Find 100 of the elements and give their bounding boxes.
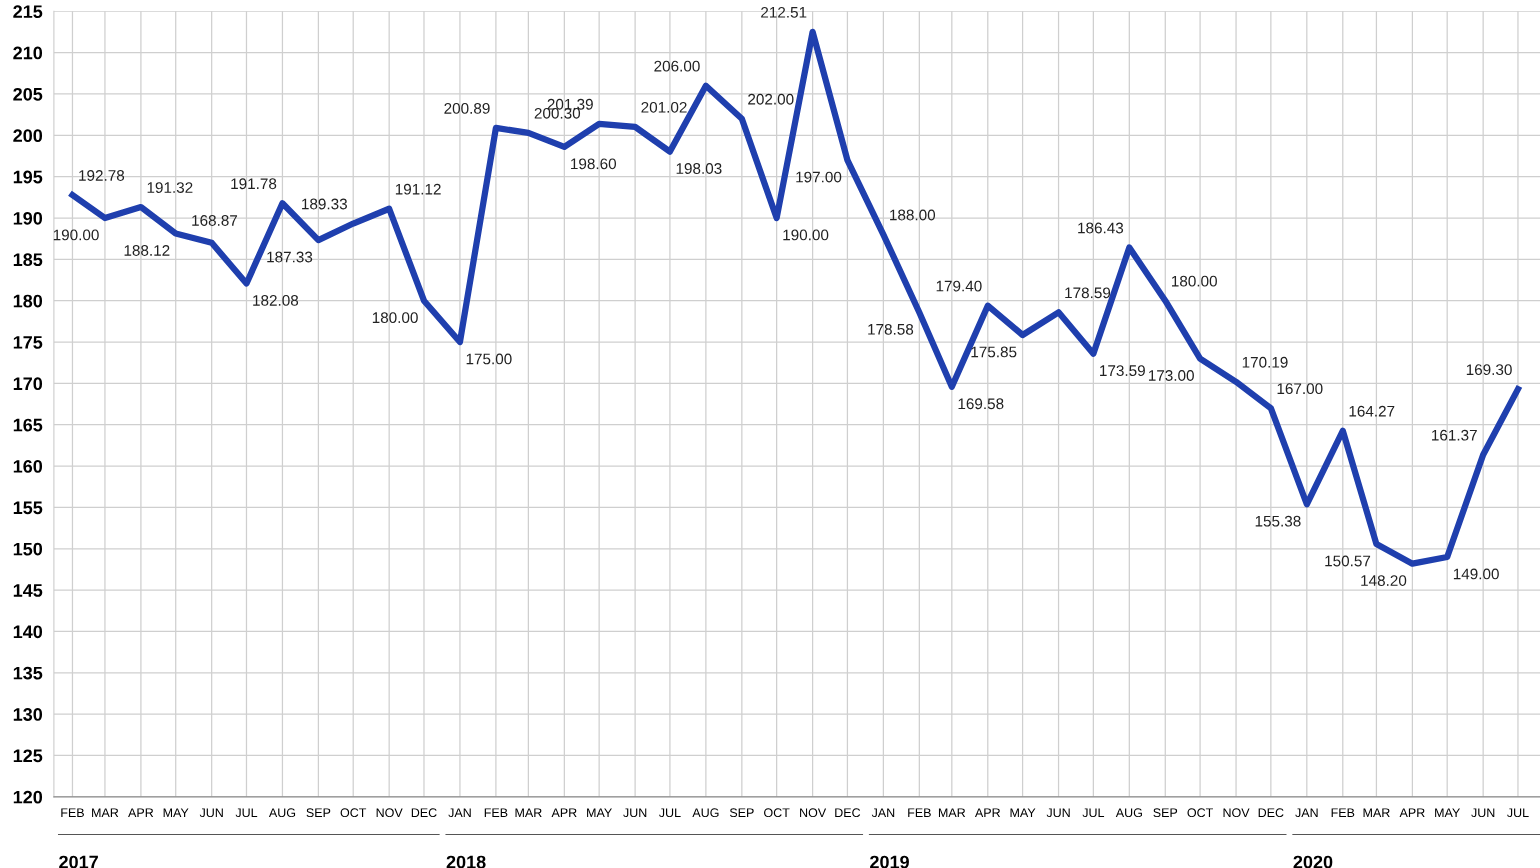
text: 2019 (870, 855, 909, 868)
x-tick-label: JUL (659, 808, 681, 818)
data-label: 169.30 (1466, 364, 1512, 376)
x-tick-label: JUL (1082, 808, 1105, 818)
data-label: 190.00 (783, 229, 829, 241)
x-tick-label: DEC (1258, 808, 1284, 818)
x-tick-label: JUL (1507, 808, 1529, 818)
data-label: 179.40 (936, 280, 982, 292)
data-label: 149.00 (1453, 568, 1499, 580)
x-tick-label: MAY (163, 808, 189, 817)
y-tick-label: 135 (13, 666, 43, 680)
x-tick-label: SEP (729, 808, 754, 818)
data-label: 191.32 (147, 182, 193, 193)
x-tick-label: JAN (1295, 808, 1318, 818)
y-tick-label: 175 (13, 336, 43, 349)
data-label: 182.08 (253, 295, 299, 306)
x-tick-label: APR (1399, 808, 1425, 817)
y-tick-label: 190 (13, 211, 43, 225)
y-tick-label: 165 (13, 418, 43, 432)
data-label: 180.00 (372, 312, 418, 324)
y-tick-label: 185 (13, 253, 43, 267)
x-tick-label: AUG (1115, 808, 1142, 818)
data-label: 170.19 (1242, 356, 1288, 368)
x-tick-label: JAN (871, 808, 895, 818)
x-tick-label: JUN (1471, 808, 1495, 818)
x-tick-label: APR (974, 808, 1001, 817)
x-tick-label: MAY (1010, 808, 1036, 817)
x-tick-label: FEB (484, 808, 508, 817)
x-tick-label: SEP (1153, 808, 1178, 818)
y-tick-label: 205 (13, 87, 43, 101)
data-label: 188.12 (124, 245, 170, 256)
y-tick-label: 120 (13, 790, 43, 804)
data-label: 198.60 (571, 158, 617, 170)
y-tick-label: 200 (13, 129, 43, 143)
y-tick-label: 150 (13, 542, 43, 556)
data-label: 202.00 (748, 93, 794, 105)
x-tick-label: MAR (515, 808, 542, 817)
data-label: 192.78 (79, 170, 125, 181)
x-tick-label: OCT (764, 808, 790, 818)
y-tick-label: 210 (13, 46, 43, 60)
data-label: 191.12 (395, 183, 441, 195)
data-label: 178.59 (1065, 287, 1111, 299)
x-tick-label: FEB (61, 808, 84, 817)
data-label: 169.58 (958, 398, 1004, 410)
data-label: 212.51 (761, 6, 807, 18)
x-tick-label: FEB (1331, 808, 1355, 817)
text: 2018 (446, 855, 486, 868)
data-label: 173.59 (1100, 365, 1145, 377)
annotation: 168.87 (192, 215, 238, 226)
y-tick-label: 140 (13, 625, 43, 639)
data-label: 191.78 (231, 178, 277, 190)
x-tick-label: NOV (800, 808, 827, 818)
x-tick-label: MAY (587, 808, 612, 817)
y-tick-label: 180 (13, 294, 43, 308)
data-label: 197.00 (796, 171, 842, 183)
data-label: 198.03 (676, 163, 722, 174)
x-tick-label: JAN (448, 808, 471, 818)
x-tick-label: DEC (411, 808, 437, 818)
x-tick-label: SEP (306, 808, 331, 818)
x-tick-label: MAR (1363, 808, 1390, 817)
data-label: 150.57 (1325, 555, 1371, 567)
data-label: 201.02 (641, 101, 687, 113)
x-tick-label: AUG (692, 808, 719, 818)
x-tick-label: OCT (340, 808, 367, 818)
x-tick-label: APR (551, 808, 577, 817)
y-tick-label: 155 (13, 501, 43, 515)
data-label: 155.38 (1255, 515, 1301, 527)
data-label: 167.00 (1277, 383, 1323, 395)
data-label: 187.33 (267, 251, 313, 263)
y-tick-label: 195 (13, 170, 43, 184)
x-tick-label: OCT (1187, 808, 1213, 818)
y-tick-label: 145 (13, 584, 43, 597)
x-tick-label: NOV (376, 808, 403, 818)
data-label: 190.00 (53, 229, 99, 241)
text: 2020 (1293, 855, 1333, 868)
x-tick-label: MAR (938, 808, 966, 817)
data-label: 173.00 (1148, 370, 1194, 381)
y-tick-label: 215 (13, 5, 43, 18)
x-tick-label: JUN (1046, 808, 1070, 818)
x-tick-label: AUG (268, 808, 296, 818)
x-tick-label: JUL (235, 808, 258, 818)
data-label: 189.33 (302, 198, 347, 210)
x-tick-label: FEB (908, 808, 931, 817)
y-tick-label: 170 (13, 377, 43, 391)
data-label: 186.43 (1078, 222, 1124, 234)
data-label: 175.00 (466, 353, 512, 365)
data-label: 180.00 (1172, 275, 1217, 287)
data-label: 164.27 (1349, 405, 1395, 417)
data-label: 206.00 (654, 60, 700, 72)
data-label: 148.20 (1361, 575, 1407, 586)
data-label: 200.89 (444, 103, 490, 114)
data-label: 188.00 (890, 209, 936, 221)
x-tick-label: MAR (92, 808, 119, 817)
x-tick-label: MAY (1435, 808, 1460, 817)
x-tick-label: JUN (623, 808, 647, 818)
x-tick-label: DEC (835, 808, 861, 818)
text: 2017 (59, 855, 98, 868)
x-tick-label: APR (128, 808, 154, 817)
data-label: 178.58 (868, 323, 914, 335)
x-tick-label: JUN (199, 808, 223, 818)
